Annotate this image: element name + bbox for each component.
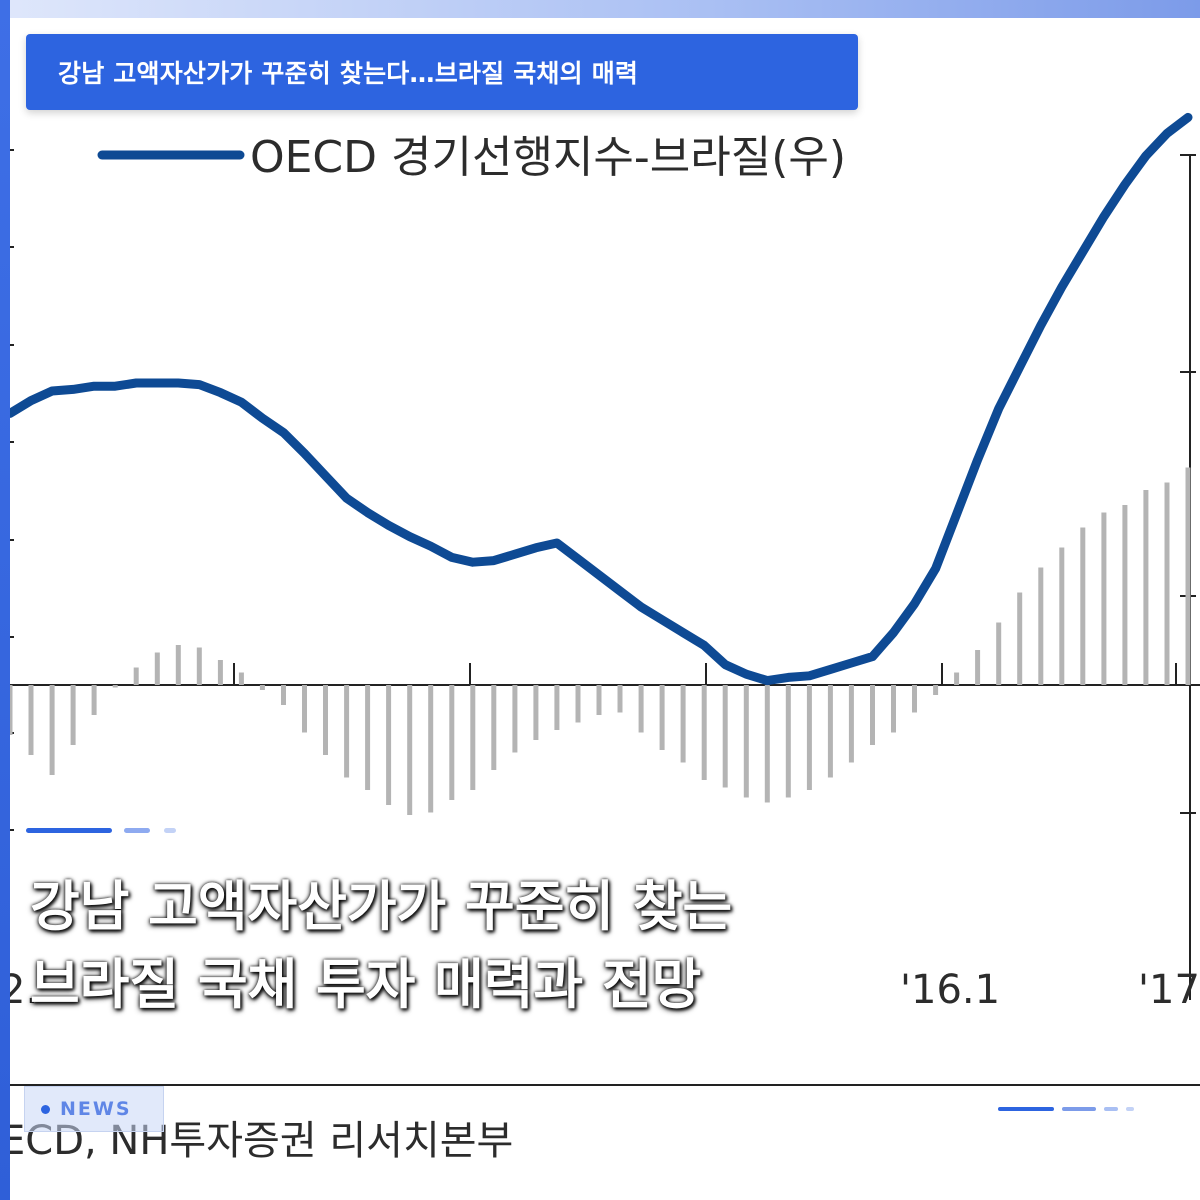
- bar-21: [428, 685, 434, 813]
- deco-line-3: [1104, 1107, 1118, 1111]
- bar-19: [386, 685, 392, 805]
- bar-20: [407, 685, 413, 815]
- bar-51: [1059, 547, 1065, 685]
- deco-line-2: [1062, 1107, 1096, 1111]
- title-line-1: 강남 고액자산가가 꾸준히 찾는: [30, 875, 733, 938]
- news-badge: NEWS: [24, 1086, 164, 1132]
- x-tick-label-3: '17.: [1138, 967, 1200, 1013]
- accent-line-short: [124, 828, 150, 833]
- bar-14: [281, 685, 286, 705]
- bar-15: [302, 685, 307, 733]
- bar-38: [785, 685, 791, 798]
- bar-57: [1185, 467, 1191, 685]
- headline-text: 강남 고액자산가가 꾸준히 찾는다…브라질 국채의 매력: [58, 59, 639, 88]
- bar-22: [449, 685, 455, 800]
- bar-16: [323, 685, 328, 755]
- bar-42: [870, 685, 875, 745]
- bar-39: [806, 685, 812, 790]
- bar-13: [259, 685, 265, 690]
- bar-2: [28, 685, 34, 755]
- bar-12: [238, 672, 244, 685]
- badge-label: NEWS: [60, 1098, 132, 1120]
- bar-5: [91, 685, 97, 715]
- bar-series: [7, 467, 1191, 815]
- bar-52: [1080, 527, 1086, 685]
- bar-36: [743, 685, 749, 798]
- bar-46: [954, 672, 960, 685]
- bar-47: [975, 650, 981, 685]
- badge-dot-icon: [41, 1104, 50, 1114]
- bar-41: [848, 685, 854, 763]
- title-line-2: 브라질 국채 투자 매력과 전망: [30, 953, 702, 1016]
- bar-48: [996, 622, 1002, 685]
- x-tick-label-2: '16.1: [900, 967, 1000, 1013]
- bar-24: [491, 685, 497, 770]
- bar-45: [933, 685, 939, 695]
- bar-43: [891, 685, 896, 733]
- bar-10: [196, 647, 202, 685]
- legend-label: OECD 경기선행지수-브라질(우): [250, 132, 846, 183]
- bar-7: [133, 667, 139, 685]
- bar-27: [554, 685, 560, 730]
- series-line: [5, 112, 1193, 686]
- left-accent-edge: [0, 0, 10, 1200]
- bar-49: [1017, 592, 1023, 685]
- bar-54: [1122, 505, 1128, 685]
- bar-32: [659, 685, 665, 750]
- bar-3: [49, 685, 55, 775]
- bar-1: [7, 685, 13, 735]
- accent-line-dot: [164, 828, 176, 833]
- bar-11: [217, 660, 223, 685]
- bar-30: [617, 685, 623, 713]
- bar-8: [154, 652, 160, 685]
- bar-4: [70, 685, 76, 745]
- bar-28: [575, 685, 581, 723]
- bar-56: [1164, 482, 1170, 685]
- bar-18: [365, 685, 371, 790]
- bar-25: [512, 685, 518, 753]
- bar-33: [680, 685, 686, 763]
- bar-26: [533, 685, 539, 740]
- headline-banner: 강남 고액자산가가 꾸준히 찾는다…브라질 국채의 매력: [26, 34, 858, 110]
- bar-31: [638, 685, 644, 733]
- bar-53: [1101, 512, 1107, 685]
- title-overlay: 강남 고액자산가가 꾸준히 찾는 브라질 국채 투자 매력과 전망: [30, 868, 732, 1024]
- bar-6: [112, 685, 118, 688]
- bar-23: [470, 685, 476, 790]
- bar-29: [596, 685, 602, 715]
- deco-line-4: [1126, 1107, 1134, 1111]
- bar-44: [912, 685, 917, 713]
- bar-37: [764, 685, 770, 803]
- bar-17: [344, 685, 350, 778]
- bar-34: [701, 685, 707, 780]
- bar-35: [722, 685, 728, 788]
- bar-50: [1038, 567, 1044, 685]
- bar-9: [175, 645, 181, 685]
- bar-55: [1143, 490, 1149, 685]
- bar-40: [827, 685, 833, 778]
- top-gradient-strip: [0, 0, 1200, 18]
- accent-line-long: [26, 828, 112, 833]
- deco-line-1: [998, 1107, 1054, 1111]
